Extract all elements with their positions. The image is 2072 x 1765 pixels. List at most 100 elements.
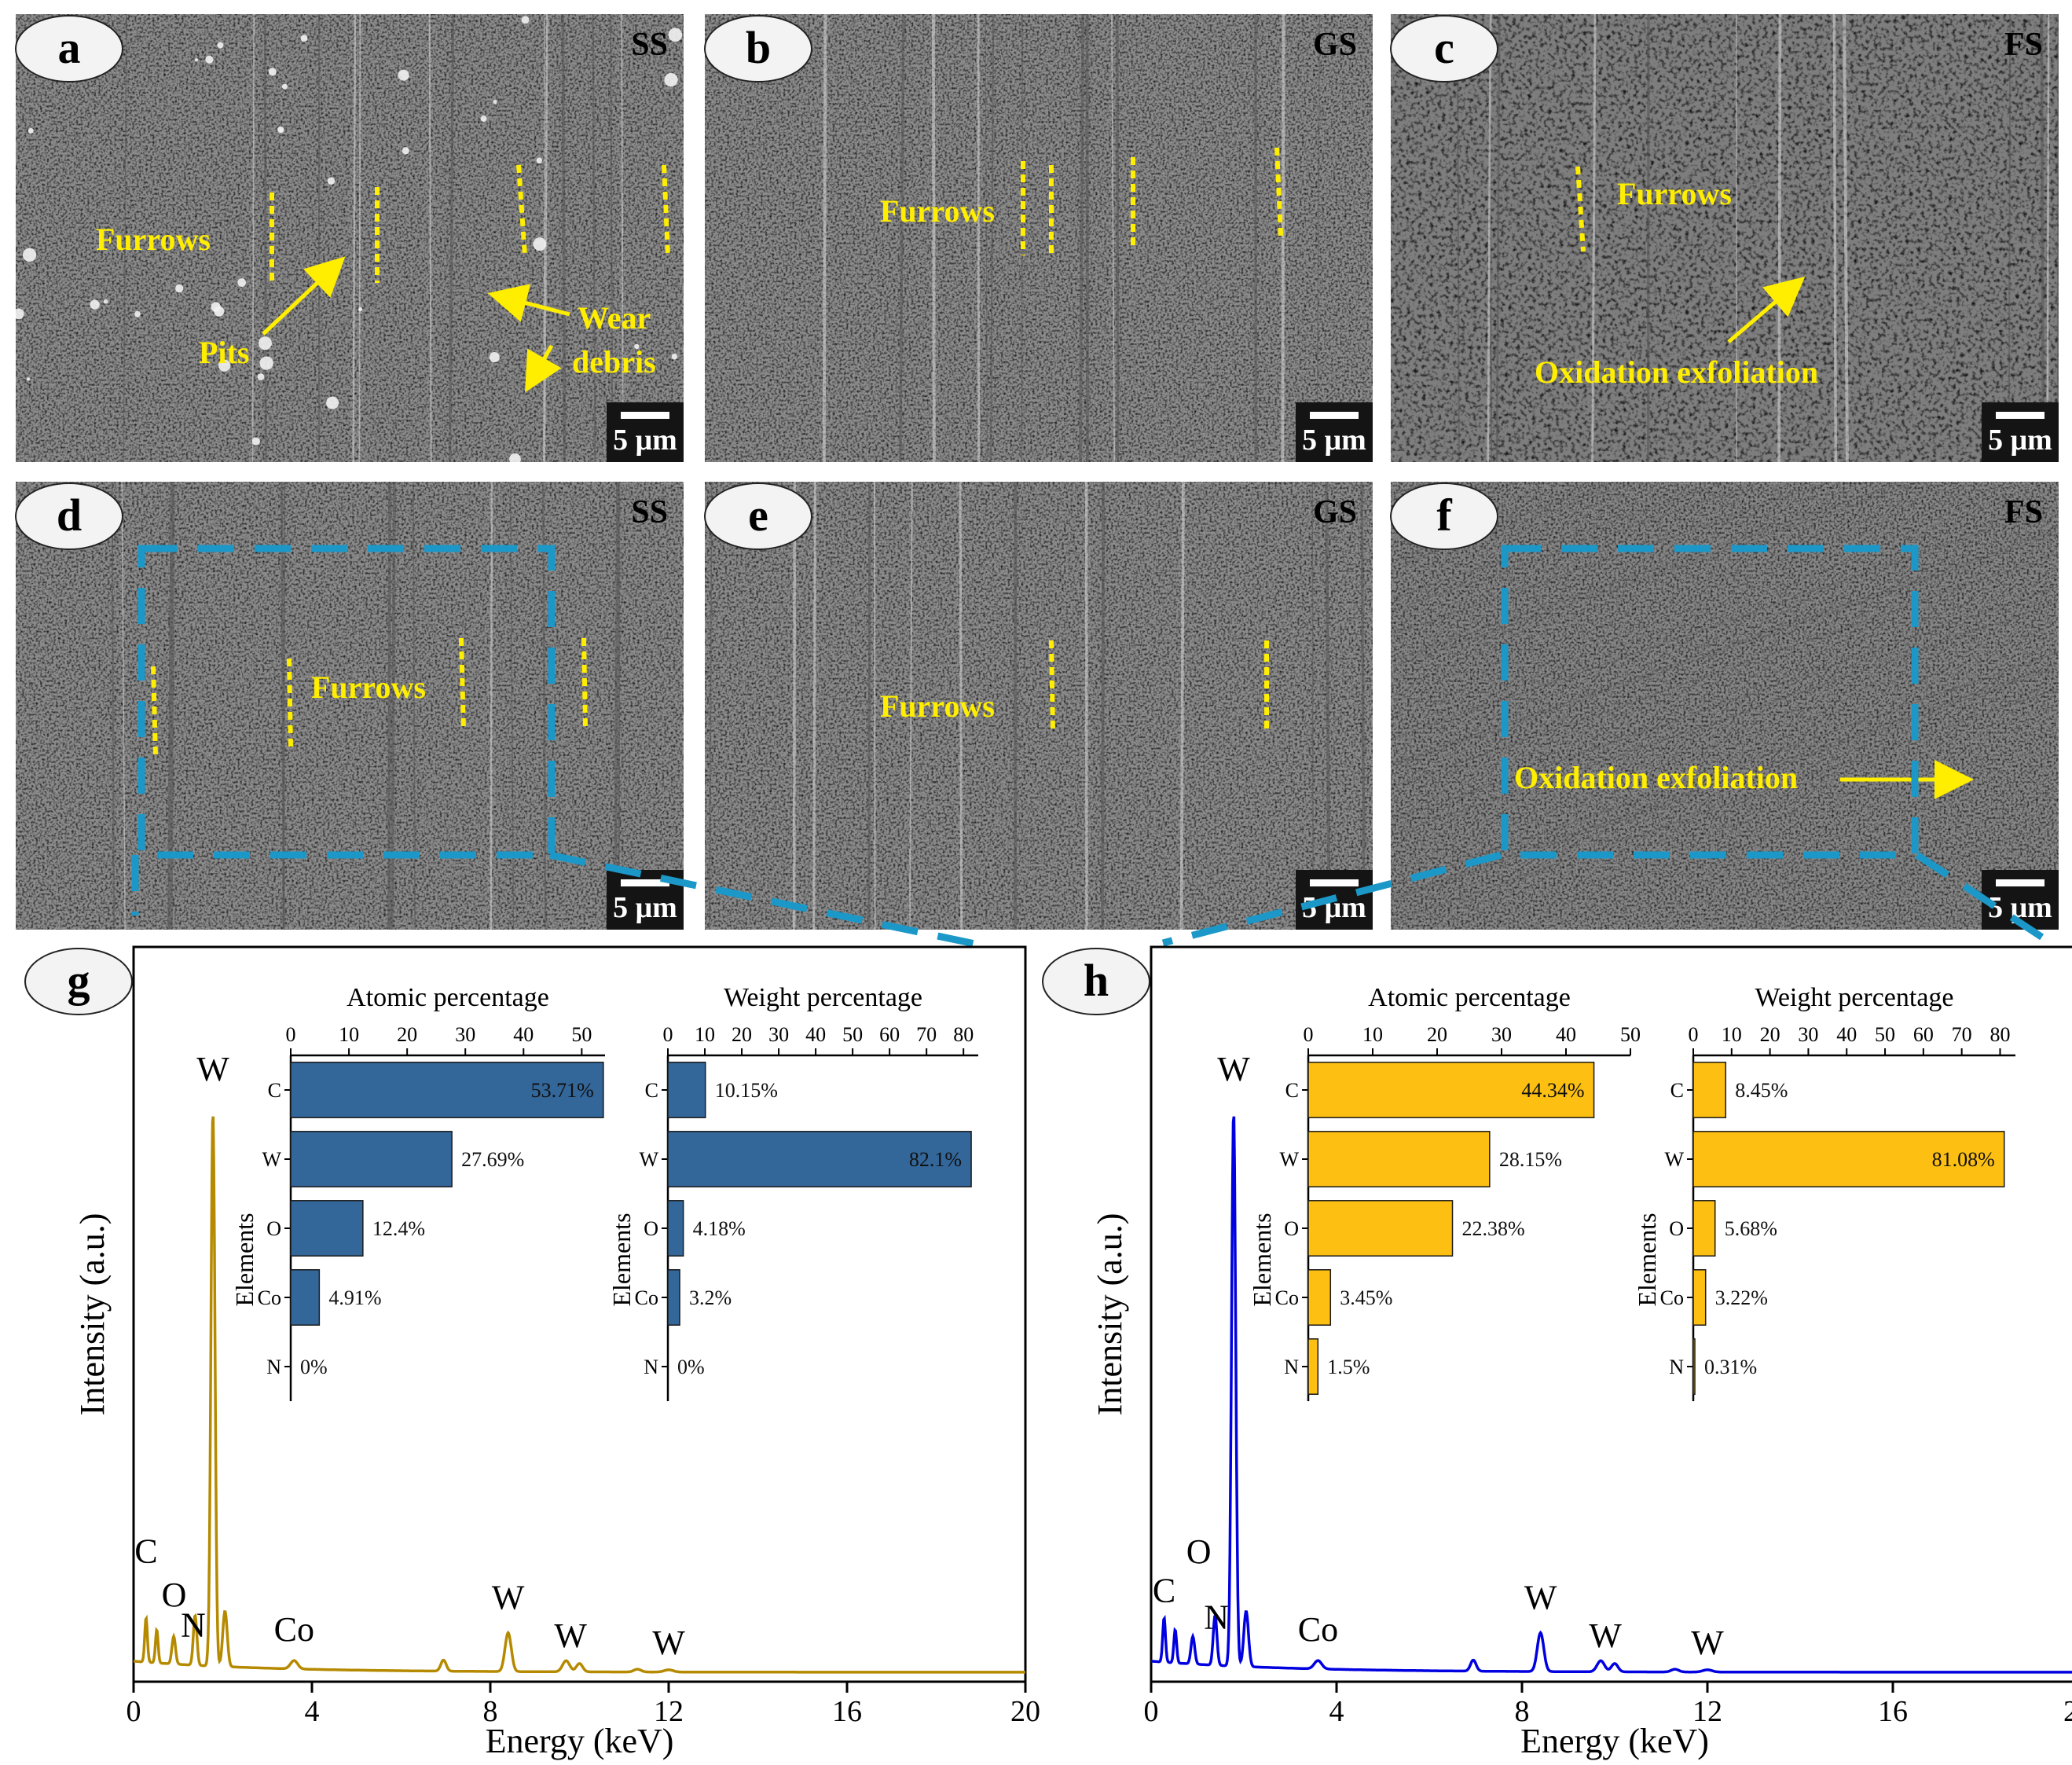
inset-category-label: C — [1285, 1079, 1299, 1102]
peak-label: O — [162, 1576, 187, 1614]
inset-tick-label: 40 — [1556, 1023, 1576, 1046]
diagonal-streak — [1391, 666, 2059, 902]
diagonal-streak — [1391, 663, 2059, 898]
furrow-marker — [151, 666, 158, 757]
furrow-streak — [1843, 14, 1849, 462]
peak-label: Co — [1298, 1610, 1338, 1649]
peak-label: W — [1691, 1624, 1724, 1662]
debris-particle — [27, 377, 31, 381]
sem-panel-b: b GS 5 μm — [704, 14, 1373, 462]
debris-particle — [398, 69, 409, 81]
furrow-marker — [287, 658, 293, 749]
inset-bar — [1692, 1338, 1696, 1395]
sem-panel-c: c FS 5 μm — [1390, 14, 2059, 462]
inset-bar-chart: Atomic percentage 0 10 20 30 40 50 Elements C 44.… — [1248, 983, 1641, 1401]
furrow-streak — [909, 482, 913, 930]
panel-letter: e — [748, 490, 768, 541]
annotation-arrow — [487, 284, 570, 322]
diagonal-streak — [1391, 552, 2059, 788]
sem-texture — [705, 14, 1373, 462]
furrow-streak — [985, 14, 988, 462]
debris-particle — [259, 356, 273, 370]
inset-tick-label: 10 — [1722, 1023, 1742, 1046]
inset-category-label: W — [639, 1148, 658, 1171]
furrow-streak — [899, 14, 905, 462]
debris-particle — [22, 248, 37, 262]
x-axis-label: Energy (keV) — [486, 1722, 674, 1760]
debris-particle — [402, 147, 409, 155]
furrow-streak — [1360, 482, 1366, 930]
debris-particle — [327, 177, 336, 185]
inset-category-label: Co — [1660, 1286, 1684, 1309]
furrow-streak — [561, 14, 567, 462]
furrow-streak — [1316, 14, 1321, 462]
eds-panel-h: h048121620Energy (keV)Intensity (a.u.)CO… — [1042, 945, 2072, 1760]
inset-bar — [1692, 1200, 1716, 1257]
furrow-marker — [1274, 147, 1283, 237]
furrow-streak — [618, 482, 621, 930]
furrow-streak — [1456, 14, 1460, 462]
debris-particle — [668, 28, 683, 42]
scale-bar-line — [1310, 879, 1359, 886]
debris-particle — [251, 437, 260, 446]
diagonal-streak — [1391, 482, 1619, 562]
annotation-label: Wear — [578, 300, 651, 336]
peak-label: Co — [274, 1610, 314, 1649]
annotation-label: Pits — [199, 335, 249, 370]
inset-bar — [1307, 1338, 1319, 1395]
inset-value-label: 53.71% — [531, 1079, 594, 1102]
debris-particle — [28, 128, 34, 134]
inset-value-label: 27.69% — [461, 1148, 524, 1171]
inset-tick-label: 0 — [663, 1023, 673, 1046]
debris-particle — [16, 308, 24, 320]
debris-particle — [493, 99, 497, 105]
inset-tick-label: 0 — [1689, 1023, 1699, 1046]
furrow-streak — [449, 14, 455, 462]
inset-y-label: Elements — [607, 1213, 636, 1306]
inset-value-label: 0% — [677, 1356, 705, 1378]
x-tick-label: 0 — [1144, 1695, 1159, 1728]
inset-tick-label: 80 — [953, 1023, 974, 1046]
furrow-streak — [1495, 14, 1501, 462]
sample-tag: FS — [2004, 494, 2043, 530]
peak-label: C — [1153, 1572, 1175, 1610]
annotation-label: Furrows — [311, 670, 426, 705]
furrow-streak — [1487, 14, 1492, 462]
inset-bar — [1307, 1131, 1491, 1187]
inset-tick-label: 10 — [1362, 1023, 1383, 1046]
inset-tick-label: 70 — [1952, 1023, 1972, 1046]
inset-bar — [1307, 1269, 1332, 1326]
furrow-streak — [792, 482, 797, 930]
inset-category-label: W — [262, 1148, 281, 1171]
peak-label: W — [196, 1050, 229, 1088]
inset-tick-label: 50 — [842, 1023, 863, 1046]
panel-letter-badge — [704, 483, 812, 550]
inset-value-label: 3.22% — [1715, 1286, 1768, 1309]
inset-bar — [667, 1131, 972, 1187]
peak-label: O — [1186, 1532, 1212, 1571]
inset-bar — [290, 1062, 604, 1118]
inset-title: Weight percentage — [1755, 983, 1953, 1012]
inset-value-label: 12.4% — [372, 1217, 425, 1240]
inset-tick-label: 10 — [695, 1023, 715, 1046]
x-tick-label: 20 — [1010, 1695, 1040, 1728]
debris-particle — [205, 55, 214, 64]
inset-tick-label: 0 — [286, 1023, 296, 1046]
inset-y-label: Elements — [1248, 1213, 1276, 1306]
scale-bar-line — [1996, 412, 2044, 419]
furrow-marker — [662, 164, 670, 256]
furrow-streak — [263, 14, 267, 462]
peak-label: W — [492, 1579, 525, 1617]
inset-value-label: 4.18% — [693, 1217, 746, 1240]
debris-particle — [258, 336, 272, 350]
furrow-streak — [1111, 14, 1116, 462]
debris-particle — [134, 310, 141, 317]
inset-y-label: Elements — [230, 1213, 259, 1306]
y-axis-label: Intensity (a.u.) — [1091, 1213, 1129, 1416]
panel-letter: c — [1434, 22, 1454, 73]
furrow-streak — [542, 482, 547, 930]
eds-frame — [1150, 945, 2072, 1683]
inset-bar — [290, 1269, 321, 1326]
panel-letter: b — [746, 22, 771, 73]
x-tick-label: 16 — [1878, 1695, 1908, 1728]
